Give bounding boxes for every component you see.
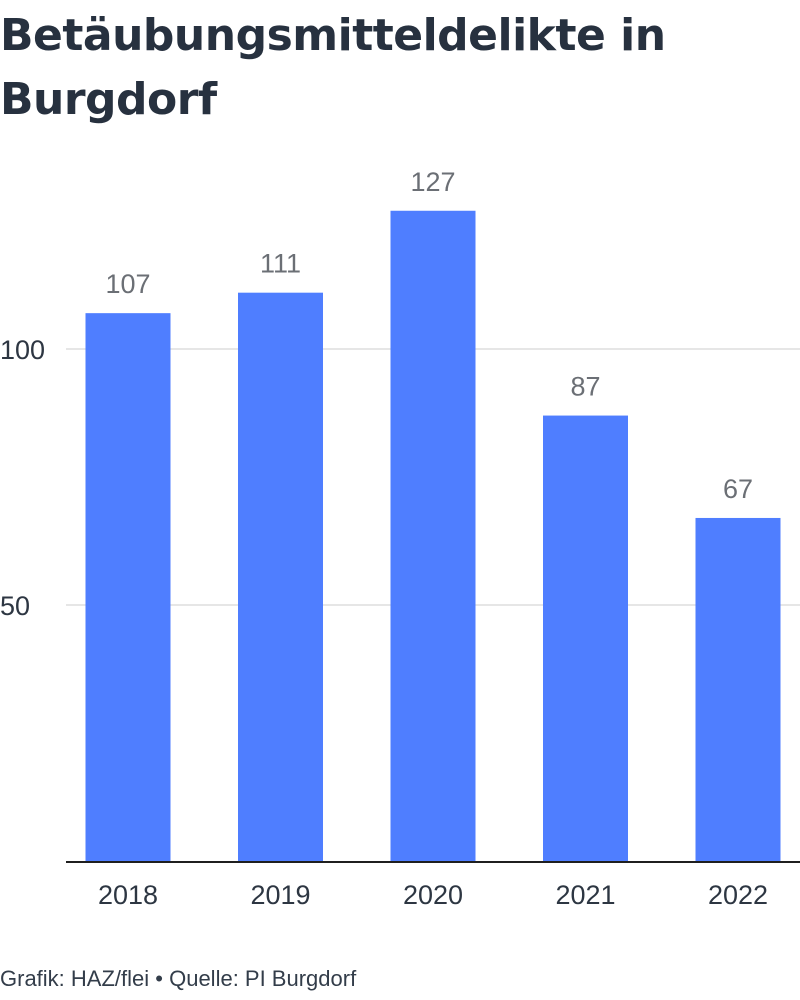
chart-title: Betäubungsmitteldelikte in Burgdorf <box>0 10 666 125</box>
data-label: 67 <box>723 474 753 504</box>
bars <box>85 210 781 861</box>
y-tick-label: 50 <box>0 591 30 621</box>
footer: Grafik: HAZ/flei • Quelle: PI Burgdorf <box>0 966 356 992</box>
footer-source: Quelle: PI Burgdorf <box>169 966 357 991</box>
data-label: 87 <box>570 372 600 402</box>
x-tick-label: 2020 <box>403 880 463 910</box>
data-label: 111 <box>260 249 301 279</box>
x-tick-label: 2021 <box>555 880 615 910</box>
x-tick-label: 2018 <box>98 880 158 910</box>
footer-separator: • <box>155 966 163 991</box>
bar-2019 <box>238 292 323 861</box>
data-labels: 107 111 127 87 67 <box>105 167 753 504</box>
data-label: 127 <box>410 167 455 197</box>
data-label: 107 <box>105 269 150 299</box>
x-tick-label: 2022 <box>708 880 768 910</box>
bar-2018 <box>85 313 171 861</box>
x-tick-label: 2019 <box>250 880 310 910</box>
bar-2022 <box>695 517 781 861</box>
y-tick-label: 100 <box>0 335 45 365</box>
footer-credit: Grafik: HAZ/flei <box>0 966 150 991</box>
axes: 50 100 2018 2019 2020 2021 2022 <box>0 335 800 910</box>
bar-2020 <box>390 210 476 861</box>
bar-2021 <box>543 415 628 861</box>
